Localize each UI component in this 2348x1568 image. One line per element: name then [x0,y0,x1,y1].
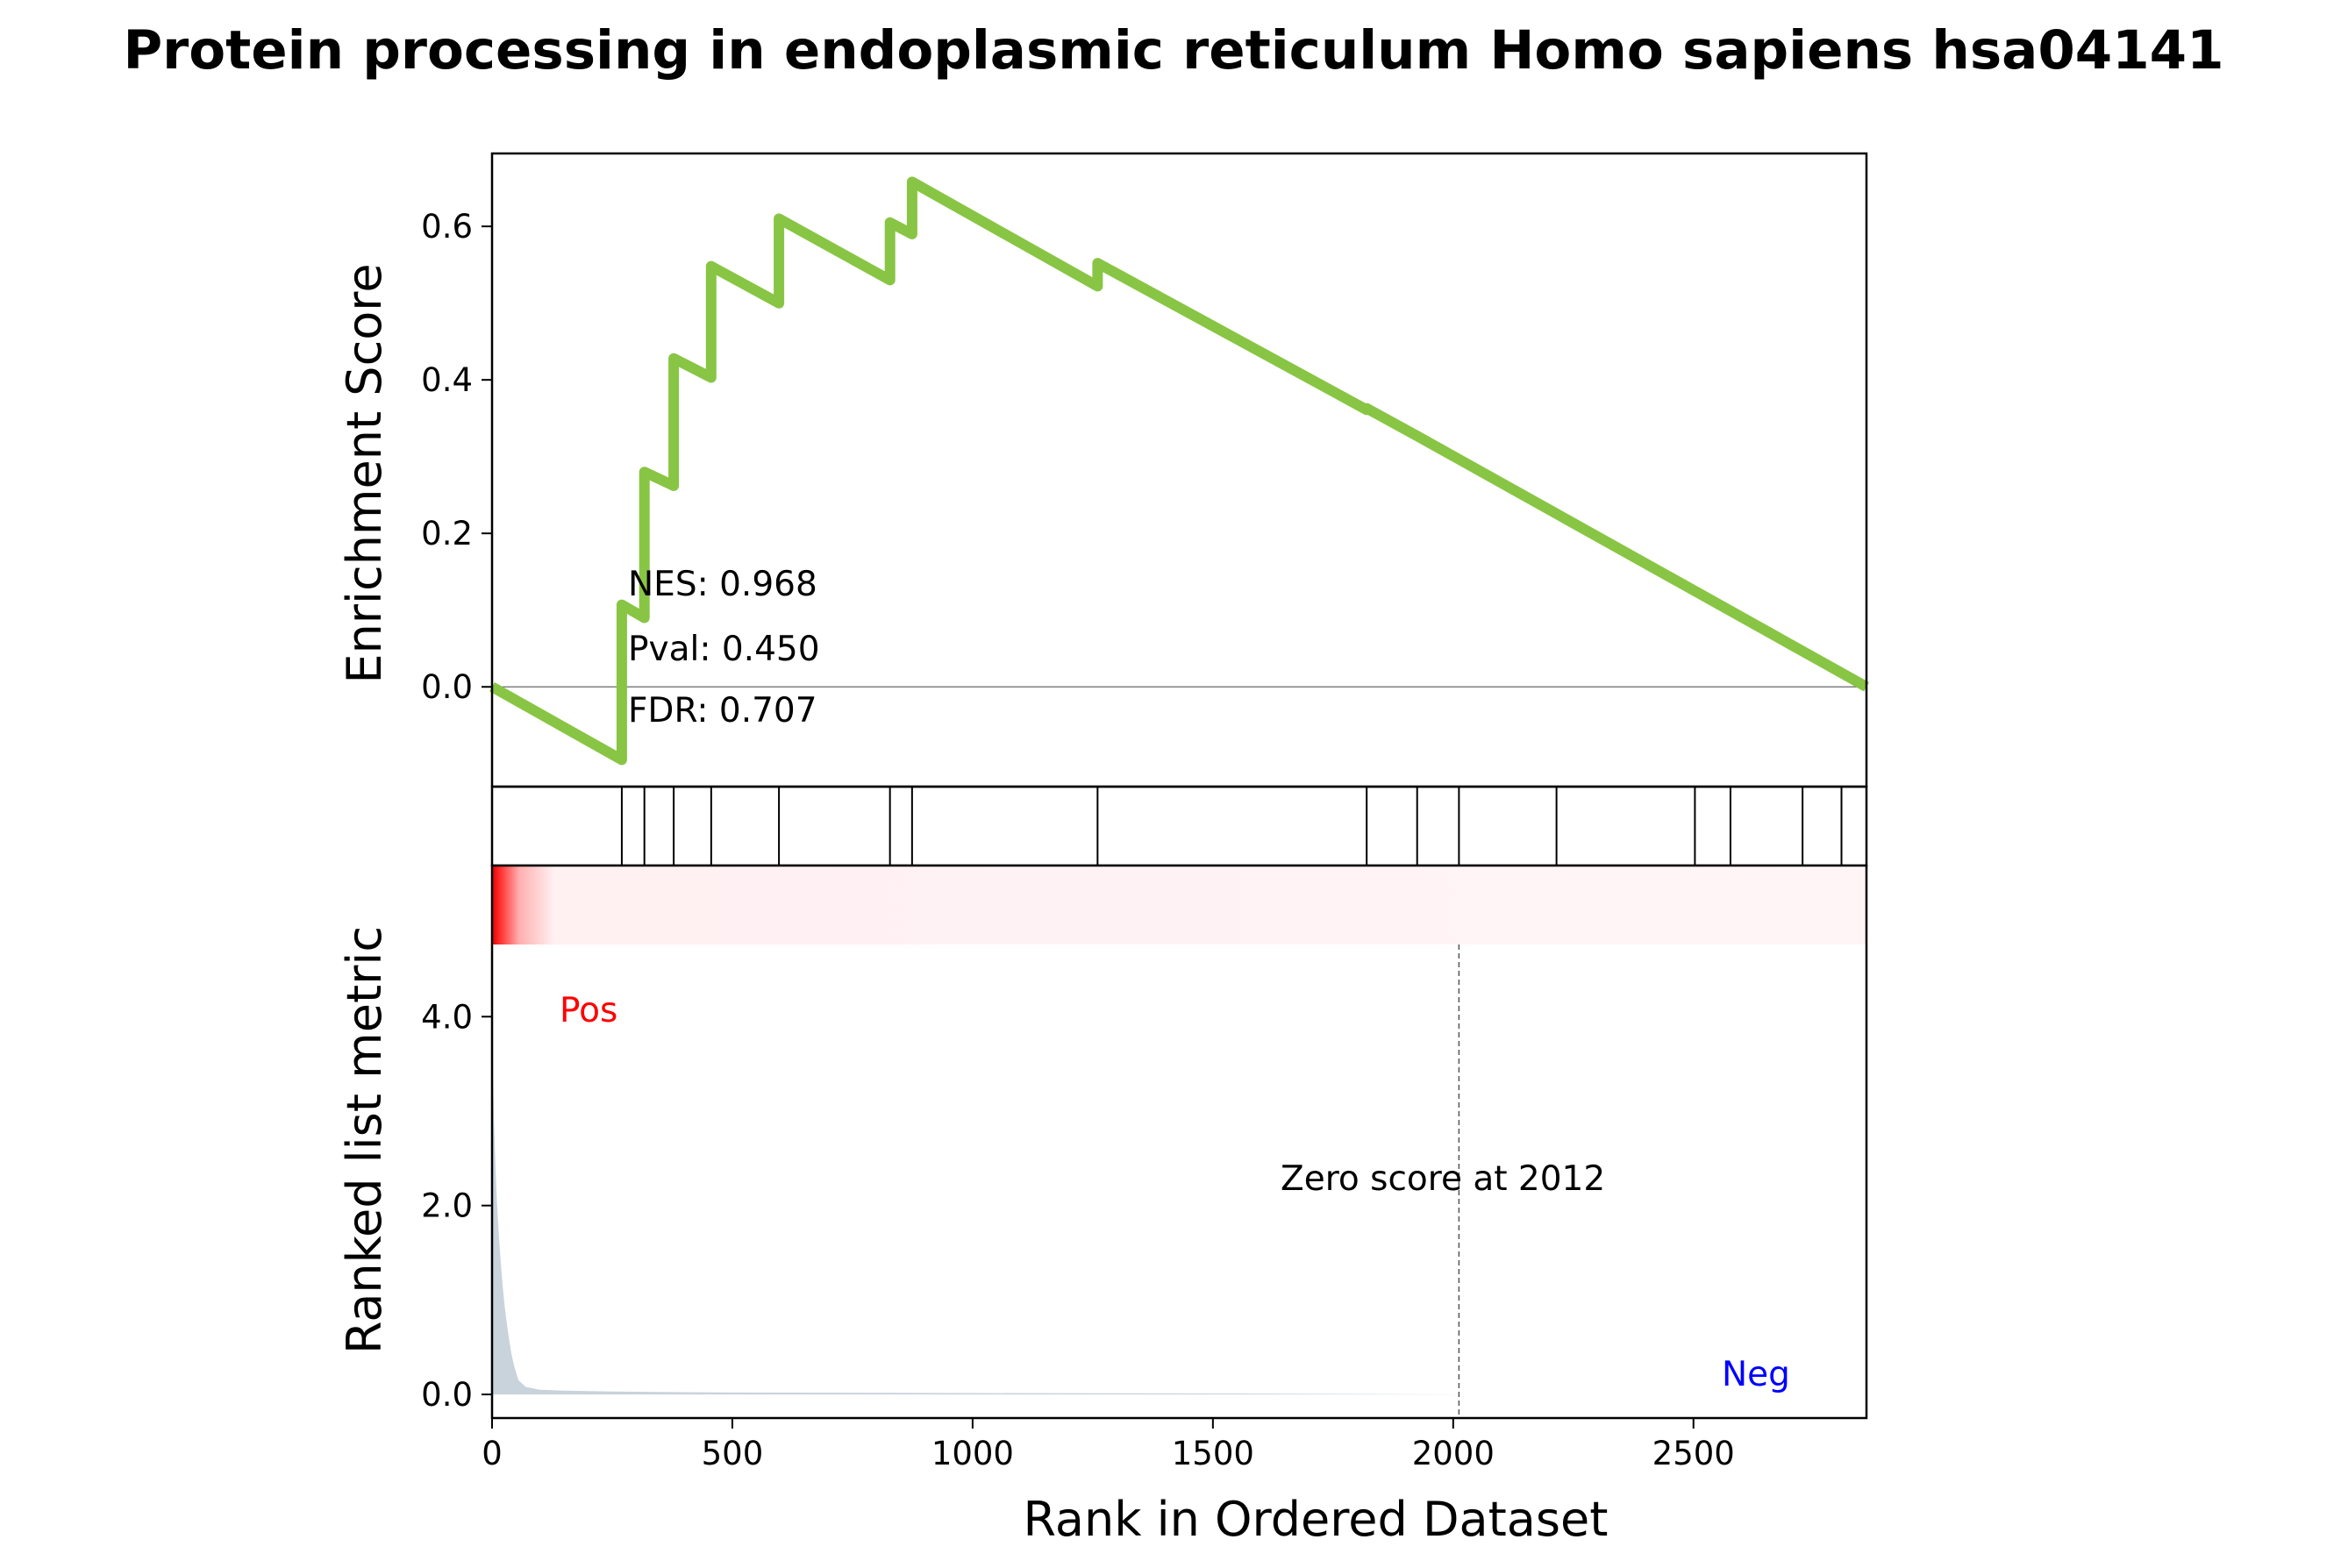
pval-annotation: Pval: 0.450 [628,630,820,669]
es-ytick-label: 0.4 [421,361,473,399]
neg-label: Neg [1722,1355,1790,1394]
enrichment-score-panel: 0.0 0.2 0.4 0.6 Enrichment Score NES: 0.968… [337,152,1869,788]
x-axis-label: Rank in Ordered Dataset [1024,1492,1609,1547]
pos-label: Pos [560,991,617,1030]
fdr-annotation: FDR: 0.707 [628,691,817,731]
x-axis-ticks: 0 500 1000 1500 2000 2500 [482,1418,1735,1472]
x-tick-label: 1000 [931,1435,1014,1472]
ranked-list-panel: 0.0 2.0 4.0 0 500 1000 1500 2000 2500 Ranked li… [337,864,1868,1547]
es-y-axis-ticks: 0.0 0.2 0.4 0.6 [421,208,492,706]
zero-score-annotation: Zero score at 2012 [1281,1159,1605,1199]
x-tick-label: 2500 [1652,1435,1735,1472]
rank-ytick-label: 2.0 [421,1187,473,1225]
running-enrichment-score-line [489,176,1869,766]
nes-annotation: NES: 0.968 [628,565,817,604]
x-tick-label: 500 [702,1435,764,1472]
rank-y-axis-label: Ranked list metric [337,926,392,1354]
gene-hits-panel [490,785,1868,867]
rank-ytick-label: 0.0 [421,1376,473,1414]
rank-panel-frame [490,864,1868,1420]
rank-y-axis-ticks: 0.0 2.0 4.0 [421,998,492,1414]
gene-hit-lines [620,787,1843,866]
es-ytick-label: 0.0 [421,668,473,706]
es-ytick-label: 0.2 [421,515,473,552]
chart-title: Protein processing in endoplasmic reticu… [123,19,2223,82]
x-tick-label: 2000 [1412,1435,1495,1472]
es-ytick-label: 0.6 [421,208,473,246]
x-tick-label: 1500 [1172,1435,1254,1472]
ranked-metric-area [492,1016,1866,1395]
hits-panel-frame [490,785,1868,867]
es-y-axis-label: Enrichment Score [337,263,392,683]
rank-ytick-label: 4.0 [421,998,473,1036]
x-tick-label: 0 [482,1435,503,1472]
rank-heat-strip [492,866,1866,944]
